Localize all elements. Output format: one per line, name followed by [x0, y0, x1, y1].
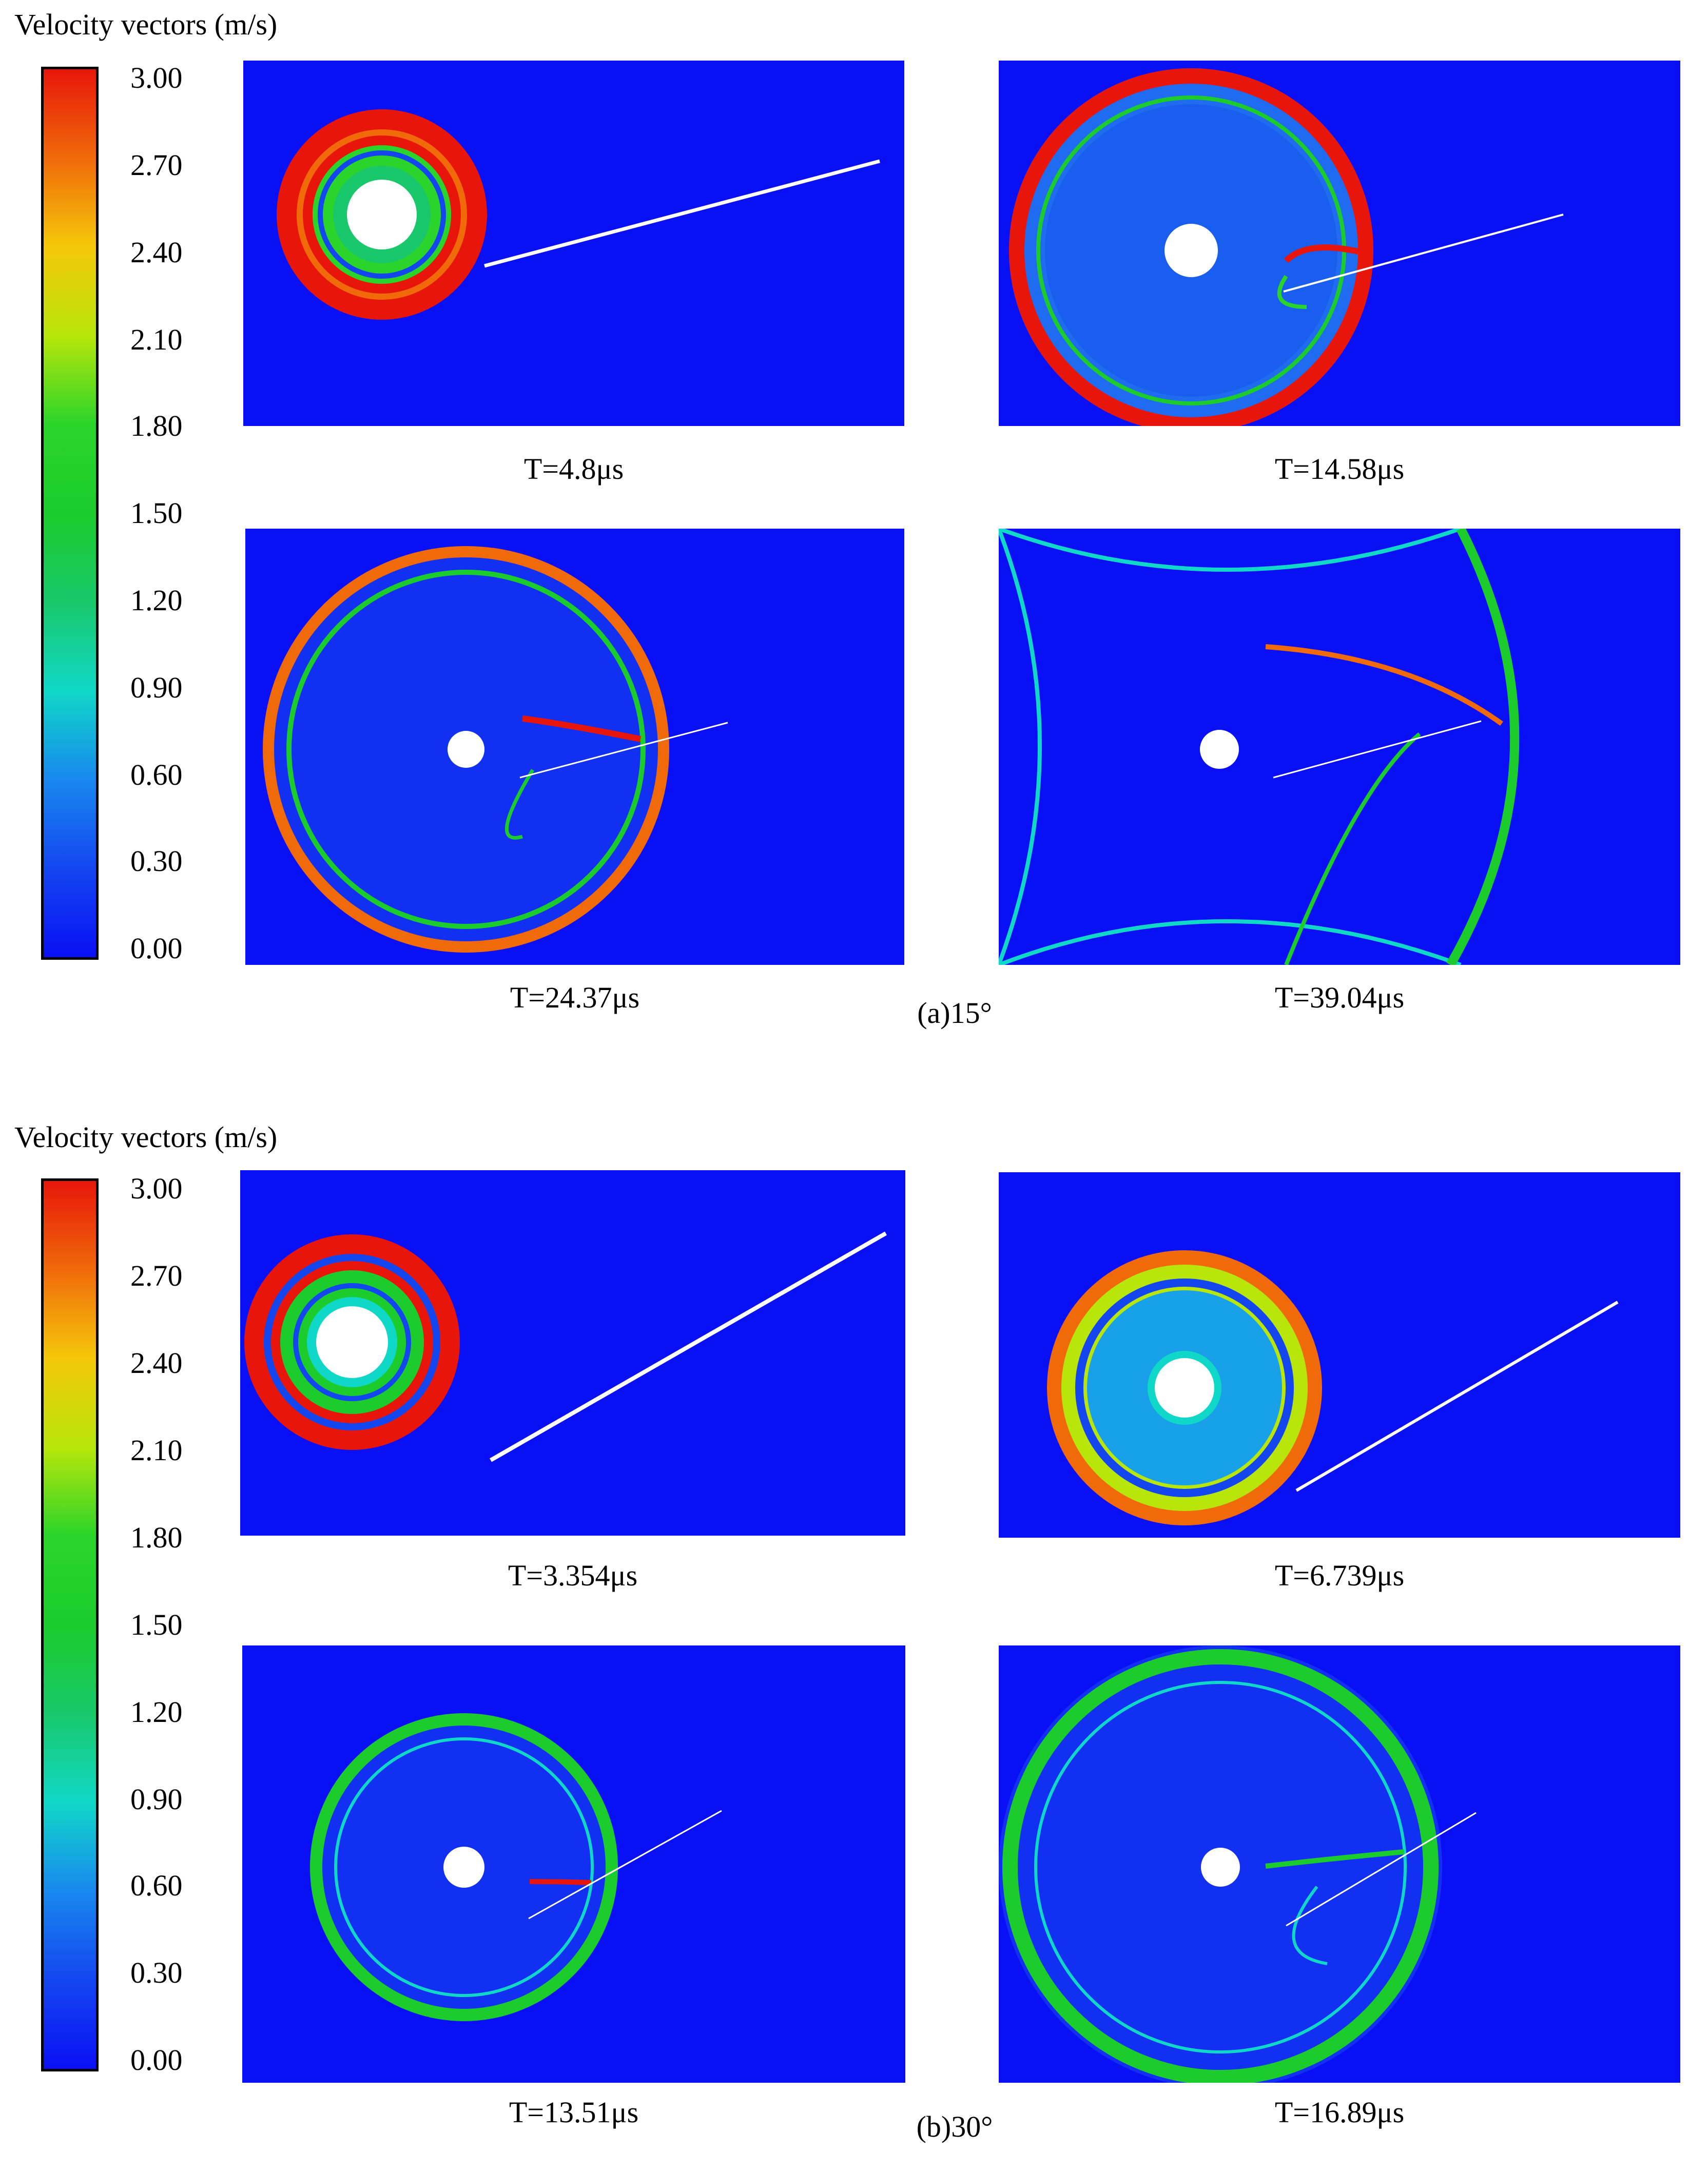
panel-label-b2: T=6.739μs: [1274, 1559, 1405, 1592]
tick-label: 2.70: [130, 148, 183, 182]
velocity-field-a4: [999, 529, 1520, 965]
panel-b4: [999, 1645, 1680, 2083]
panel-b3: [242, 1645, 905, 2083]
panel-label-a2: T=14.58μs: [1274, 452, 1405, 486]
tick-label: 0.60: [130, 1869, 183, 1902]
figure-caption-a: (a)15°: [917, 996, 992, 1030]
tick-label: 1.20: [130, 584, 183, 617]
panel-label-b3: T=13.51μs: [509, 2096, 639, 2129]
tick-label: 0.90: [130, 671, 183, 704]
velocity-field-b4: [999, 1645, 1477, 2083]
tick-label: 0.60: [130, 758, 183, 791]
colorbar-b: [41, 1178, 99, 2071]
panel-label-a1: T=4.8μs: [523, 452, 624, 486]
tick-label: 0.30: [130, 844, 183, 878]
panel-a1: [243, 61, 904, 426]
colorbar-a: [41, 67, 99, 960]
tick-label: 2.10: [130, 323, 183, 356]
velocity-field-a1: [277, 109, 880, 320]
tick-label: 2.10: [130, 1433, 183, 1467]
velocity-field-a3: [263, 546, 728, 953]
figure-caption-b: (b)30°: [916, 2110, 993, 2143]
tick-label: 0.00: [130, 932, 183, 965]
tick-label: 1.20: [130, 1695, 183, 1729]
tick-label: 3.00: [130, 1172, 183, 1205]
velocity-field-b2: [1047, 1250, 1619, 1525]
velocity-field-a2: [1009, 68, 1564, 426]
tick-label: 1.50: [130, 1608, 183, 1641]
panel-b2: [999, 1172, 1680, 1538]
tick-label: 0.90: [130, 1782, 183, 1816]
tick-label: 1.80: [130, 409, 183, 442]
tick-label: 1.80: [130, 1521, 183, 1554]
tick-label: 1.50: [130, 496, 183, 530]
panel-b1: [240, 1170, 905, 1536]
tick-label: 2.40: [130, 1346, 183, 1380]
panel-label-a4: T=39.04μs: [1274, 981, 1405, 1014]
legend-title-b: Velocity vectors (m/s): [14, 1120, 278, 1154]
tick-label: 0.00: [130, 2043, 183, 2077]
tick-label: 0.30: [130, 1956, 183, 1989]
panel-label-b1: T=3.354μs: [508, 1559, 638, 1592]
velocity-field-b1: [244, 1231, 887, 1462]
tick-label: 3.00: [130, 61, 183, 94]
panel-label-b4: T=16.89μs: [1274, 2096, 1405, 2129]
legend-title-a: Velocity vectors (m/s): [14, 8, 278, 41]
panel-a4: [999, 529, 1680, 965]
velocity-field-b3: [310, 1713, 722, 2021]
panel-label-a3: T=24.37μs: [510, 981, 640, 1014]
tick-label: 2.40: [130, 236, 183, 269]
panel-a2: [999, 61, 1680, 426]
panel-a3: [245, 529, 904, 965]
tick-label: 2.70: [130, 1259, 183, 1292]
